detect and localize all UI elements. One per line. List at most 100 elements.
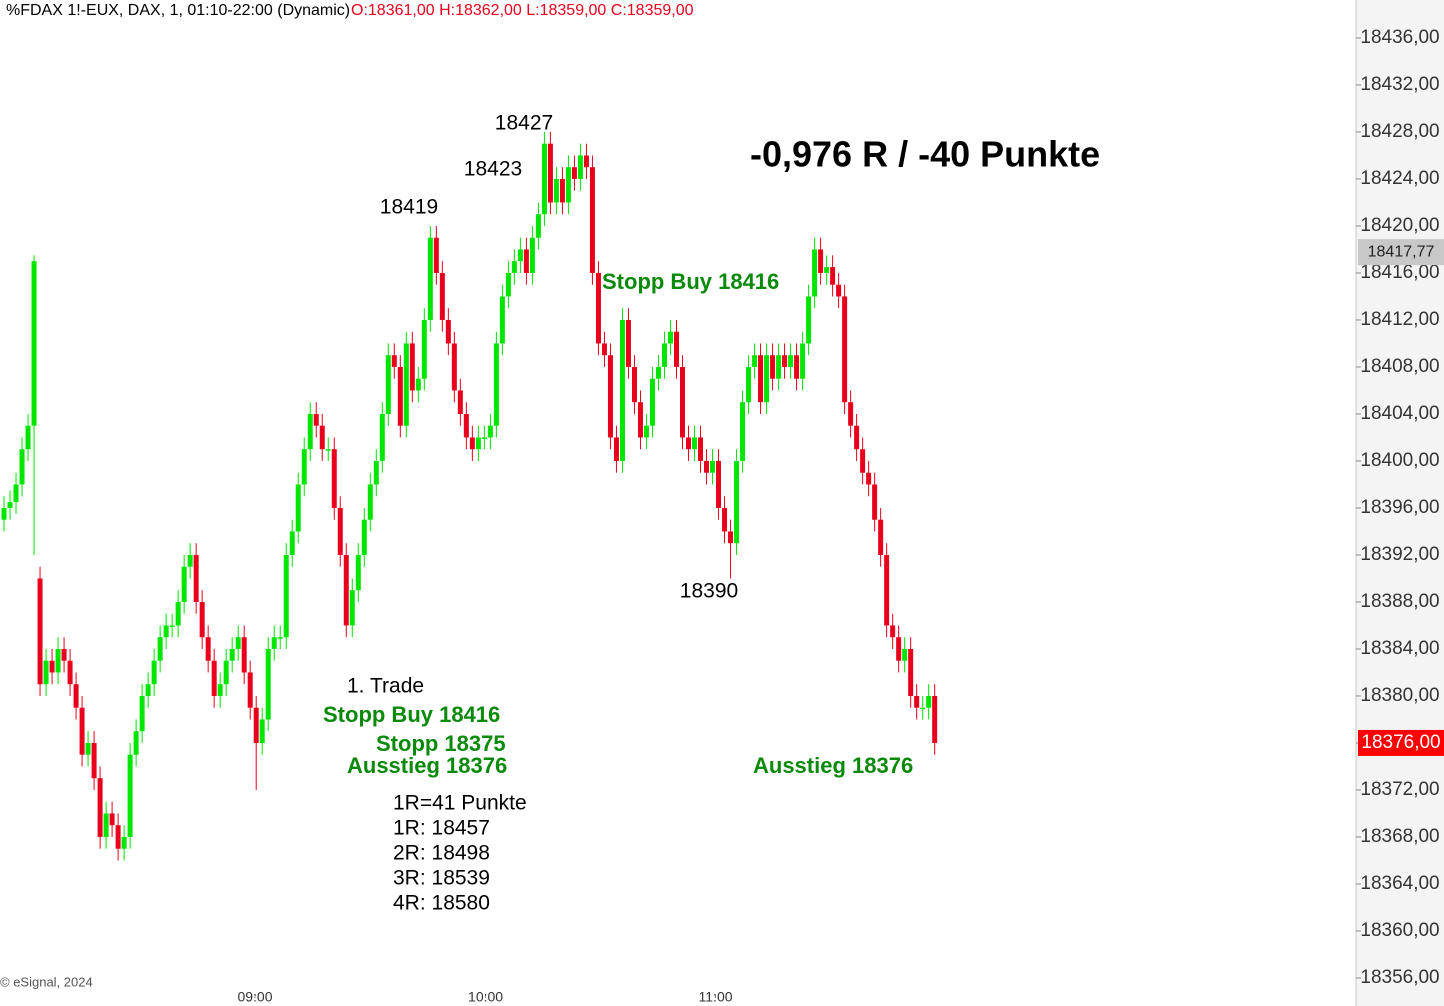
candle-body <box>277 637 283 639</box>
candle-body <box>433 237 439 273</box>
annotation: 4R: 18580 <box>393 892 490 915</box>
candle-body <box>43 660 49 685</box>
candle-body <box>271 637 277 649</box>
candle-body <box>13 484 19 503</box>
candle-body <box>49 660 55 673</box>
candle-body <box>583 155 589 168</box>
candle-body <box>31 261 37 426</box>
candle-body <box>223 660 229 685</box>
candle-body <box>673 331 679 367</box>
candle-body <box>505 272 511 297</box>
candle-body <box>475 437 481 450</box>
candle-body <box>211 660 217 696</box>
candle-body <box>487 425 493 438</box>
candle-body <box>295 484 301 532</box>
candle-body <box>499 296 505 344</box>
candle-body <box>91 742 97 779</box>
candle-body <box>139 695 145 732</box>
candle-body <box>926 695 932 708</box>
candle-body <box>379 413 385 461</box>
y-tick-label: 18408,00 <box>1360 356 1439 377</box>
candle-body <box>559 178 565 203</box>
candle-body <box>451 343 457 391</box>
candle-body <box>481 437 487 439</box>
annotation: Stopp Buy 18416 <box>602 269 779 294</box>
annotation: Ausstieg 18376 <box>347 753 507 778</box>
candle-body <box>631 366 637 403</box>
candle-body <box>289 531 295 555</box>
candle-body <box>776 355 782 379</box>
candle-body <box>860 449 866 473</box>
candle-body <box>565 167 571 203</box>
candle-body <box>589 167 595 273</box>
candle-body <box>535 214 541 238</box>
candle-body <box>649 378 655 426</box>
candle-body <box>806 296 812 344</box>
candle-body <box>319 425 325 450</box>
price-axis-panel <box>1356 0 1444 1006</box>
annotation: 1R: 18457 <box>393 817 490 840</box>
candle-body <box>133 731 139 755</box>
candle-body <box>439 272 445 320</box>
price-label: 18376,00 <box>1361 732 1440 753</box>
candle-body <box>734 460 740 544</box>
x-tick-label: 09:00 <box>237 989 272 1005</box>
candle-body <box>325 449 331 451</box>
candle-body <box>932 695 938 743</box>
candle-body <box>848 402 854 426</box>
candle-body <box>878 519 884 555</box>
price-label: 18417,77 <box>1368 243 1435 260</box>
candle-body <box>517 249 523 262</box>
candle-body <box>800 343 806 379</box>
candle-body <box>181 566 187 602</box>
candle-body <box>193 554 199 602</box>
candle-body <box>716 460 722 508</box>
candle-body <box>337 507 343 555</box>
candle-body <box>619 319 625 461</box>
candle-body <box>463 413 469 438</box>
candle-body <box>157 637 163 661</box>
y-tick-label: 18364,00 <box>1360 873 1439 894</box>
chart-title: %FDAX 1!-EUX, DAX, 1, 01:10-22:00 (Dynam… <box>6 2 350 19</box>
candle-body <box>253 707 259 743</box>
candle-body <box>121 836 127 849</box>
candle-body <box>301 449 307 485</box>
annotation: Stopp Buy 18416 <box>323 702 500 727</box>
candle-body <box>37 578 43 685</box>
candle-body <box>205 637 211 661</box>
annotation: 1R=41 Punkte <box>393 792 527 815</box>
candle-body <box>175 601 181 626</box>
x-tick-label: 10:00 <box>468 989 503 1005</box>
candle-body <box>854 425 860 450</box>
candle-body <box>667 331 673 344</box>
candle-body <box>457 390 463 414</box>
candle-body <box>235 637 241 649</box>
candle-body <box>67 660 73 685</box>
y-tick-label: 18432,00 <box>1360 74 1439 95</box>
candle-body <box>265 648 271 720</box>
candle-body <box>830 267 836 285</box>
annotation: 18390 <box>680 580 738 603</box>
y-tick-label: 18392,00 <box>1360 544 1439 565</box>
candle-body <box>55 648 61 673</box>
candle-body <box>523 249 529 273</box>
candle-body <box>794 355 800 379</box>
y-tick-label: 18404,00 <box>1360 403 1439 424</box>
y-tick-label: 18416,00 <box>1360 262 1439 283</box>
candle-body <box>511 261 517 273</box>
candle-body <box>163 625 169 638</box>
result-annotation: -0,976 R / -40 Punkte <box>750 134 1100 175</box>
y-tick-label: 18412,00 <box>1360 309 1439 330</box>
candle-body <box>547 143 553 203</box>
ohlc-summary: O:18361,00 H:18362,00 L:18359,00 C:18359… <box>351 2 694 19</box>
candle-body <box>902 648 908 661</box>
candle-body <box>788 355 794 367</box>
candle-body <box>896 637 902 661</box>
candle-body <box>145 684 151 696</box>
annotation: 2R: 18498 <box>393 842 490 865</box>
y-tick-label: 18436,00 <box>1360 27 1439 48</box>
candle-body <box>553 178 559 203</box>
candle-body <box>445 319 451 344</box>
